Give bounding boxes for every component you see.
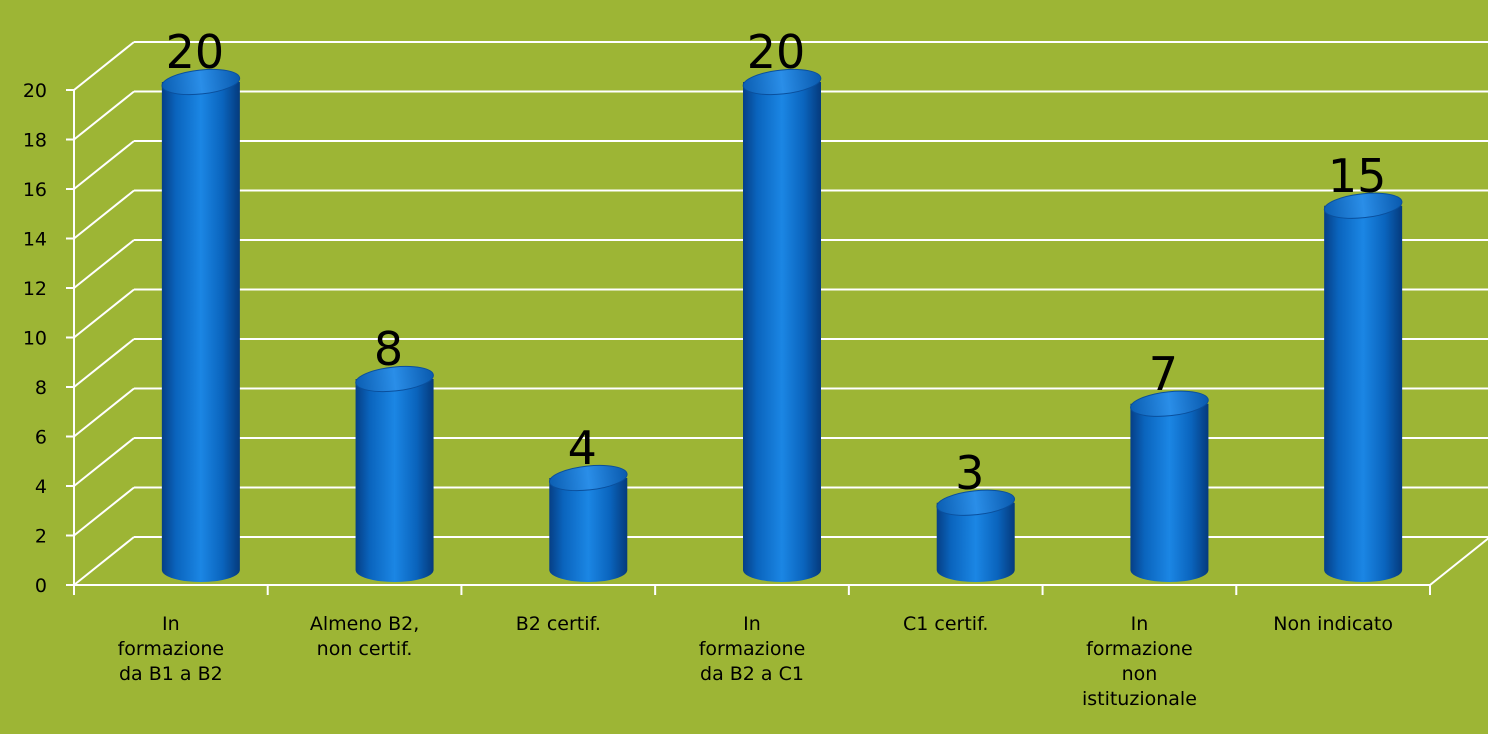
data-label: 4	[568, 421, 597, 475]
bar-top	[355, 365, 434, 393]
data-label: 8	[374, 322, 403, 376]
category-label-line: formazione	[1086, 638, 1193, 660]
bar-body	[743, 82, 821, 582]
y-tick-label: 8	[35, 377, 47, 399]
floor-edge	[1429, 537, 1488, 586]
y-axis-tick-labels: 0 2 4 6 8 10 12 14 16 18 20	[23, 80, 47, 597]
data-label: 15	[1328, 149, 1387, 203]
bar-top	[161, 68, 241, 96]
gridline-side	[73, 140, 135, 190]
category-label: In formazione non istituzionale	[1082, 613, 1197, 710]
category-label-line: formazione	[118, 638, 225, 660]
y-tick-label: 14	[23, 229, 47, 251]
bars	[161, 68, 1403, 582]
y-tick-label: 2	[35, 526, 47, 548]
category-label-line: In	[1131, 613, 1149, 635]
y-tick-label: 12	[23, 278, 47, 300]
gridline-side	[73, 189, 135, 240]
bar-body	[161, 82, 240, 582]
category-label-line: Almeno B2,	[310, 613, 419, 635]
bar	[1130, 390, 1209, 582]
gridline-side	[73, 486, 135, 537]
data-labels: 20 8 4 20 3 7 15	[166, 25, 1387, 500]
bar-top	[742, 68, 822, 96]
category-label-line: Non indicato	[1273, 613, 1393, 635]
gridline-side	[73, 288, 135, 339]
category-label-line: da B2 a C1	[700, 663, 804, 685]
category-label-line: istituzionale	[1082, 688, 1197, 710]
gridline-side	[73, 536, 135, 586]
y-tick-label: 18	[23, 130, 47, 152]
category-label-line: da B1 a B2	[119, 663, 223, 685]
category-label-line: C1 certif.	[903, 613, 988, 635]
gridline-side	[73, 387, 135, 438]
gridline-side	[73, 437, 135, 487]
category-labels: In formazione da B1 a B2 Almeno B2, non cert…	[118, 613, 1393, 710]
category-label-line: non	[1122, 663, 1158, 685]
data-label: 20	[166, 25, 225, 79]
category-label-line: In	[743, 613, 761, 635]
gridline-side	[73, 239, 135, 289]
y-tick-label: 10	[23, 328, 47, 350]
bar-body	[936, 502, 1015, 582]
bar-top	[548, 464, 628, 492]
bar-top	[936, 489, 1016, 516]
bar	[1323, 192, 1403, 582]
y-tick-label: 16	[23, 179, 47, 201]
category-label-line: non certif.	[317, 638, 413, 660]
category-label: Almeno B2, non certif.	[310, 613, 419, 660]
bar	[161, 68, 241, 582]
category-label: B2 certif.	[516, 613, 601, 635]
data-label: 20	[747, 25, 806, 79]
gridline-side	[73, 338, 135, 388]
bar	[742, 68, 822, 582]
category-label: In formazione da B2 a C1	[699, 613, 806, 685]
y-tick-label: 6	[35, 427, 47, 449]
category-label-line: formazione	[699, 638, 806, 660]
bar-body	[1130, 403, 1209, 582]
bar-body	[549, 478, 628, 582]
gridline-side	[73, 41, 135, 91]
bar	[936, 489, 1016, 582]
axes	[66, 89, 1488, 595]
data-label: 3	[955, 446, 984, 500]
data-label: 7	[1149, 347, 1178, 401]
bar-top	[1323, 192, 1403, 219]
bar-body	[1324, 205, 1403, 582]
bar-body	[355, 379, 434, 582]
bar-top	[1130, 390, 1209, 417]
category-label: In formazione da B1 a B2	[118, 613, 225, 685]
gridline-side	[73, 90, 135, 141]
bar	[548, 464, 628, 582]
category-label: Non indicato	[1273, 613, 1393, 635]
category-label-line: B2 certif.	[516, 613, 601, 635]
category-label-line: In	[162, 613, 180, 635]
y-tick-label: 0	[35, 575, 47, 597]
bar	[355, 365, 434, 582]
y-tick-label: 20	[23, 80, 47, 102]
y-tick-label: 4	[35, 476, 47, 498]
category-label: C1 certif.	[903, 613, 988, 635]
